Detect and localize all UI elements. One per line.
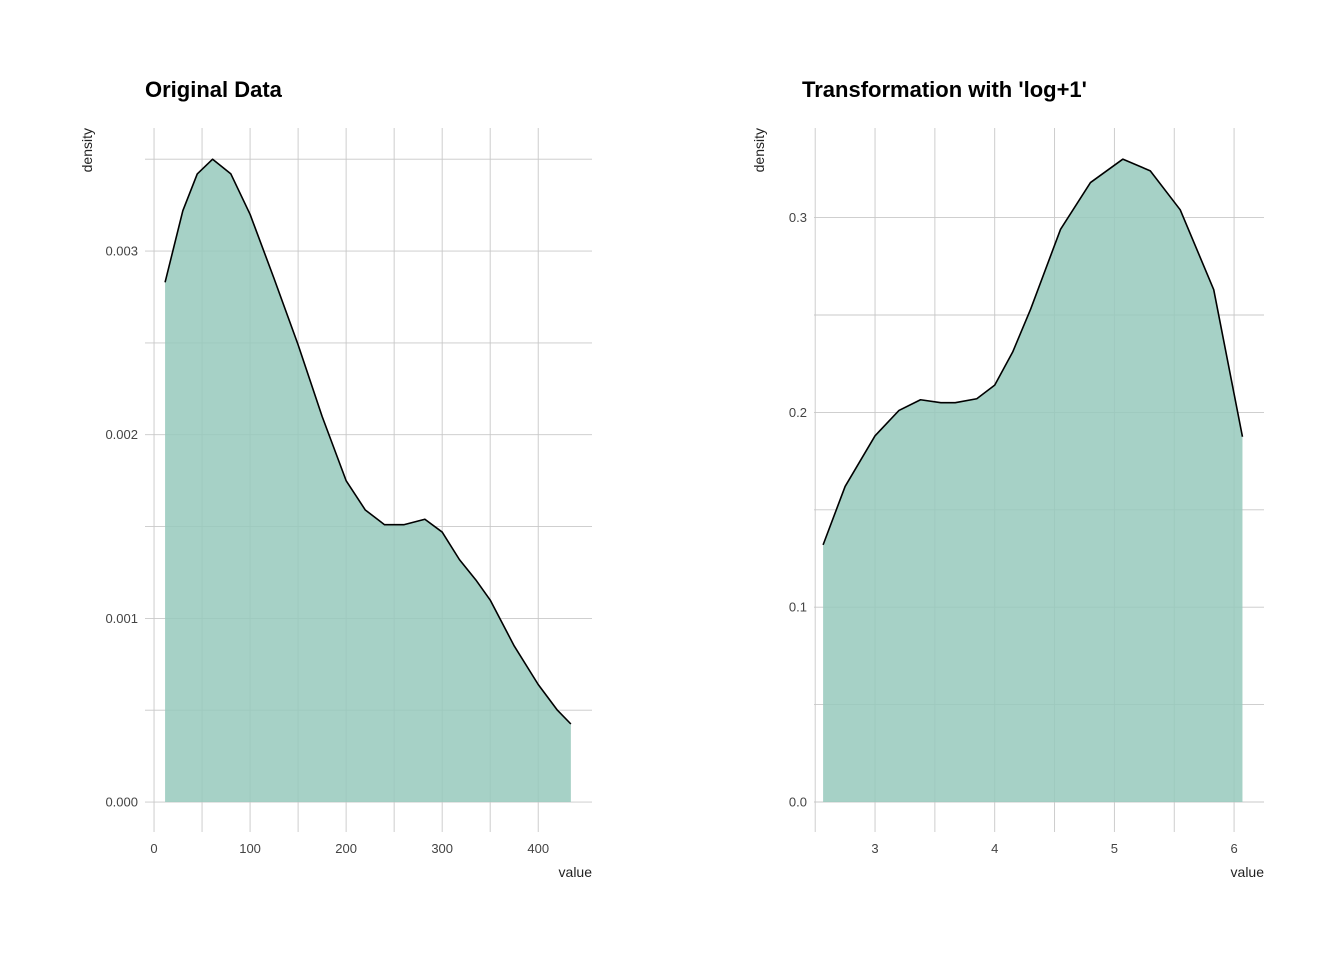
- x-tick-label: 0: [150, 841, 157, 856]
- x-axis-label: value: [559, 864, 593, 880]
- chart-title: Original Data: [145, 77, 283, 102]
- y-tick-label: 0.002: [105, 427, 138, 442]
- x-tick-label: 3: [871, 841, 878, 856]
- panel-1: 0 100 200 300 400 0.000 0.001 0.002 0.003 value de…: [79, 77, 592, 880]
- x-tick-label: 4: [991, 841, 998, 856]
- x-tick-label: 300: [431, 841, 453, 856]
- x-axis-label: value: [1231, 864, 1265, 880]
- y-axis-label: density: [79, 128, 95, 172]
- panel-2: 3 4 5 6 0.0 0.1 0.2 0.3 value density Transformati…: [751, 77, 1264, 880]
- y-tick-label: 0.003: [105, 244, 138, 259]
- y-tick-label: 0.001: [105, 611, 138, 626]
- y-tick-label: 0.0: [789, 795, 807, 810]
- x-tick-label: 200: [335, 841, 357, 856]
- y-tick-label: 0.000: [105, 795, 138, 810]
- x-tick-label: 100: [239, 841, 261, 856]
- y-axis-label: density: [751, 128, 767, 172]
- density-area: [823, 159, 1243, 803]
- y-tick-label: 0.2: [789, 405, 807, 420]
- density-line: [822, 158, 1244, 546]
- x-tick-label: 6: [1230, 841, 1237, 856]
- x-tick-label: 5: [1111, 841, 1118, 856]
- density-line: [164, 158, 572, 725]
- y-tick-label: 0.3: [789, 210, 807, 225]
- chart-title: Transformation with 'log+1': [802, 77, 1087, 102]
- density-area: [165, 159, 571, 803]
- y-tick-label: 0.1: [789, 600, 807, 615]
- x-tick-label: 400: [527, 841, 549, 856]
